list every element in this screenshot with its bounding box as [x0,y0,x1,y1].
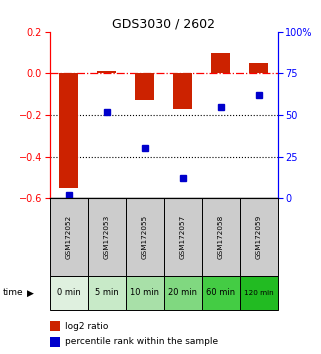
Title: GDS3030 / 2602: GDS3030 / 2602 [112,18,215,31]
Text: GSM172057: GSM172057 [180,215,186,259]
Bar [50,198,88,276]
Bar [135,74,154,101]
Text: time: time [3,289,24,297]
Text: ▶: ▶ [27,289,34,297]
Bar [173,74,192,109]
Bar [211,53,230,74]
Text: GSM172058: GSM172058 [218,215,224,259]
Bar [202,276,240,310]
Text: 5 min: 5 min [95,289,118,297]
Bar [164,276,202,310]
Bar [249,63,268,74]
Bar [126,198,164,276]
Text: 10 min: 10 min [130,289,159,297]
Bar [88,276,126,310]
Bar [59,74,78,188]
Text: GSM172053: GSM172053 [104,215,110,259]
Text: GSM172052: GSM172052 [66,215,72,259]
Bar [97,72,116,74]
Bar [164,198,202,276]
Text: GSM172059: GSM172059 [256,215,262,259]
Bar [240,198,278,276]
Text: GSM172055: GSM172055 [142,215,148,259]
Bar [88,198,126,276]
Bar [202,198,240,276]
Text: 0 min: 0 min [57,289,81,297]
Text: log2 ratio: log2 ratio [65,321,108,331]
Text: 20 min: 20 min [168,289,197,297]
Text: 120 min: 120 min [244,290,273,296]
Text: percentile rank within the sample: percentile rank within the sample [65,337,218,347]
Bar [50,276,88,310]
Text: 60 min: 60 min [206,289,235,297]
Bar [240,276,278,310]
Bar [126,276,164,310]
